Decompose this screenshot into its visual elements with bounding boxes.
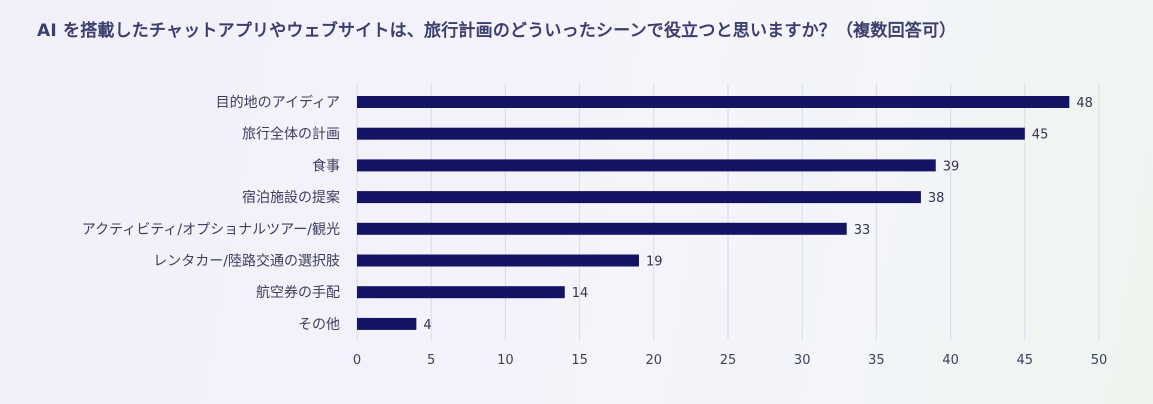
category-label: アクティビティ/オプショナルツアー/観光 [82,221,340,238]
category-label: 目的地のアイディア [216,94,340,111]
bar [357,254,639,267]
category-label: 食事 [312,157,340,174]
x-tick-label: 40 [942,353,959,368]
bar [357,222,847,235]
x-tick-label: 30 [794,353,811,368]
category-labels: 目的地のアイディア旅行全体の計画食事宿泊施設の提案アクティビティ/オプショナルツ… [82,94,340,333]
x-tick-label: 25 [720,353,737,368]
value-labels: 48 45 39 38 33 19 14 4 [423,96,1093,333]
x-axis-ticks: 0 5 10 15 20 25 30 35 40 45 50 [353,353,1107,368]
value-label: 48 [1076,96,1093,111]
x-tick-label: 35 [868,353,885,368]
x-tick-label: 50 [1091,353,1108,368]
bar [357,159,936,172]
category-label: レンタカー/陸路交通の選択肢 [153,253,340,270]
bar [357,191,921,204]
category-label: その他 [298,317,340,333]
x-tick-label: 0 [353,353,361,368]
value-label: 39 [943,159,960,174]
chart-title: AI を搭載したチャットアプリやウェブサイトは、旅行計画のどういったシーンで役立… [37,21,957,41]
x-tick-label: 10 [497,353,514,368]
value-label: 45 [1032,128,1049,143]
value-label: 38 [928,191,945,206]
bars [357,96,1070,330]
category-label: 宿泊施設の提案 [242,189,340,206]
value-label: 14 [572,286,589,301]
bar [357,286,565,299]
value-label: 4 [423,318,431,333]
x-tick-label: 45 [1017,353,1034,368]
x-tick-label: 20 [646,353,663,368]
x-tick-label: 15 [571,353,588,368]
category-label: 航空券の手配 [256,285,340,301]
value-label: 33 [854,223,871,238]
category-label: 旅行全体の計画 [242,126,340,143]
value-label: 19 [646,255,663,270]
x-tick-label: 5 [427,353,435,368]
bar [357,317,417,330]
gridlines [356,84,1100,340]
bar [357,96,1070,108]
bar [357,127,1025,140]
